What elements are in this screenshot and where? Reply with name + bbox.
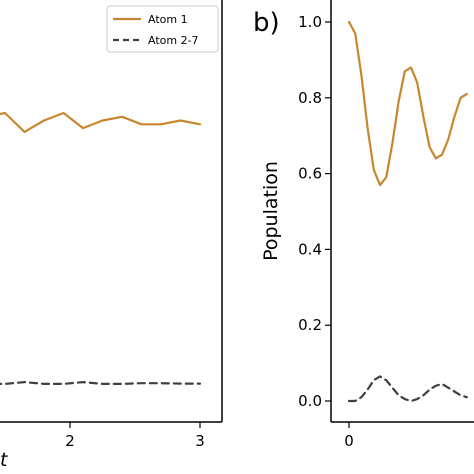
panel-b-y-axis-label: Population: [260, 161, 282, 261]
panel-b-tag: b): [253, 8, 280, 38]
panel-b-y-tick-label: 0.6: [298, 165, 322, 183]
panel-a-x-tick-label: 2: [65, 432, 75, 450]
legend-label-atom-1: Atom 1: [148, 13, 188, 26]
legend-label-atom-2-7: Atom 2-7: [148, 34, 199, 47]
panel-b-y-tick-label: 0.2: [298, 316, 322, 334]
panel-a-x-axis-label: t: [0, 449, 9, 471]
panel-b-y-tick-label: 0.0: [298, 392, 322, 410]
panel-b-y-tick-label: 0.8: [298, 89, 322, 107]
panel-a-series-group: [0, 111, 202, 385]
panel-b-series-group: [347, 20, 468, 403]
legend: Atom 1 Atom 2-7: [106, 5, 219, 53]
panel-a-x-tick-label: 3: [195, 432, 205, 450]
panel-a-series-atom-1-line: [0, 111, 202, 133]
panel-b-series-atom-1-line: [347, 20, 468, 187]
panel-a-series-atom-2-7-line: [0, 381, 202, 385]
panel-b-y-tick-label: 1.0: [298, 13, 322, 31]
panel-b-series-atom-2-7-line: [347, 375, 468, 403]
panel-b-ticks-group: 0 0.0 0.2 0.4 0.6 0.8 1.0: [298, 13, 354, 450]
panel-b-y-tick-label: 0.4: [298, 240, 322, 258]
panel-b-x-tick-label: 0: [344, 432, 354, 450]
panel-b: 0 0.0 0.2 0.4 0.6 0.8 1.0 b) Population: [253, 0, 474, 450]
